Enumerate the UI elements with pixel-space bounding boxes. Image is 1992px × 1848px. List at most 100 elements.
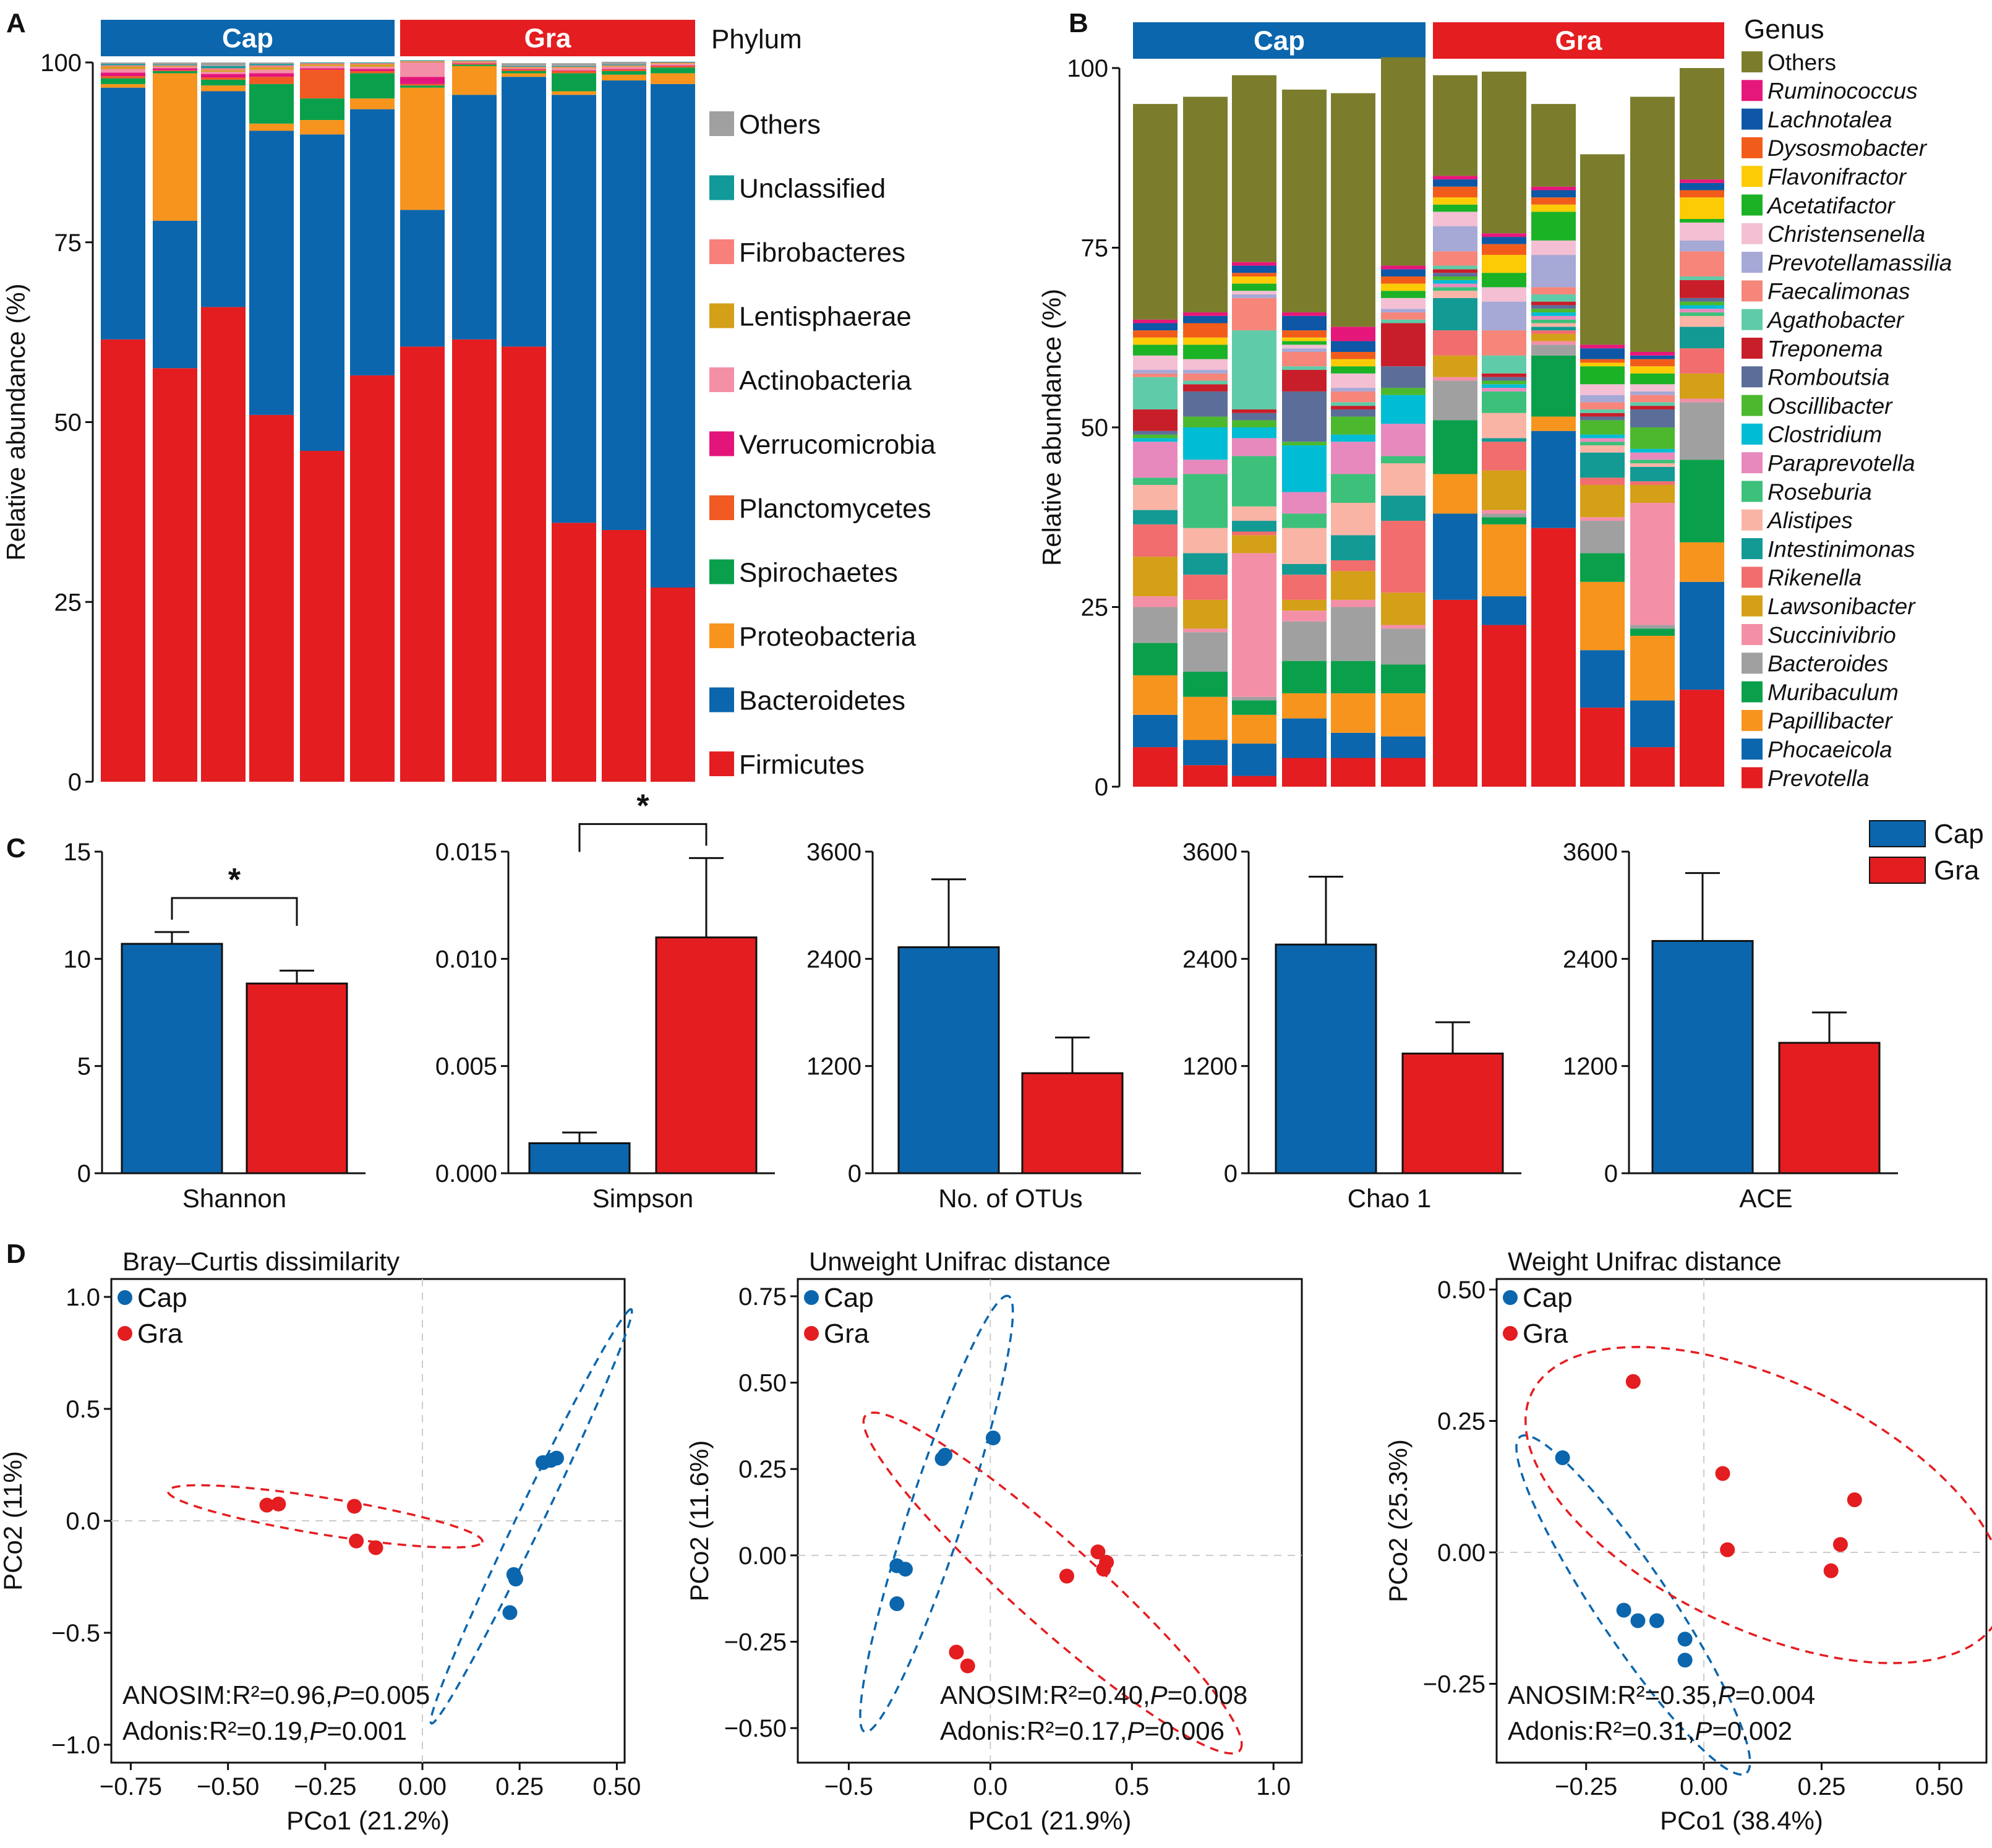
panel-b-bar-5-romboutsia xyxy=(1331,409,1375,417)
panel-a-bar-1-bacteroidetes xyxy=(101,87,145,340)
panel-a-legend-swatch-proteobacteria xyxy=(709,623,734,648)
panel-b-legend-label-lachnotalea: Lachnotalea xyxy=(1768,107,1892,132)
panel-b-bar-7-succinivibrio xyxy=(1433,377,1477,381)
panel-b-bar-5-flavonifractor xyxy=(1331,359,1375,367)
panel-d-3-point-cap-3 xyxy=(1630,1613,1646,1628)
panel-a-legend-swatch-bacteroidetes xyxy=(709,687,734,712)
panel-b-bar-7-clostridium xyxy=(1433,280,1477,284)
panel-b-bar-3-paraprevotella xyxy=(1232,438,1276,456)
panel-b-bar-3-oscillibacter xyxy=(1232,420,1276,427)
panel-b-bar-12-alistipes xyxy=(1680,315,1724,327)
panel-a-bar-2-unclassified xyxy=(153,64,197,66)
panel-b-bar-4-prevotella xyxy=(1282,758,1327,787)
panel-c-ace-y-tick-label-0: 0 xyxy=(1604,1160,1618,1187)
panel-b-legend-label-paraprevotella: Paraprevotella xyxy=(1768,451,1915,476)
panel-b-bar-12-oscillibacter xyxy=(1680,301,1724,306)
panel-b-bar-9-rikenella xyxy=(1531,330,1576,334)
panel-b-bar-4-dysosmobacter xyxy=(1282,330,1327,338)
panel-c-shannon-bar-cap xyxy=(121,943,223,1174)
panel-b-bar-2-acetatifactor xyxy=(1183,344,1228,359)
panel-a-bar-3-unclassified xyxy=(201,66,246,69)
panel-d-3-x-axis-title: PCo1 (38.4%) xyxy=(1660,1806,1823,1835)
panel-d-1-stats-line-1-p: P xyxy=(333,1680,350,1709)
panel-b-bar-8-papillibacter xyxy=(1482,524,1526,597)
panel-a-bar-11-lentisphaerae xyxy=(602,66,646,67)
panel-a-bar-6-unclassified xyxy=(350,62,395,64)
panel-b-bar-3-intestinimonas xyxy=(1232,521,1276,532)
panel-b-bar-1-rikenella xyxy=(1133,524,1178,557)
panel-b-bar-12-rikenella xyxy=(1680,348,1724,374)
panel-b-bar-6-dysosmobacter xyxy=(1381,276,1426,284)
panel-b-bar-4-intestinimonas xyxy=(1282,563,1327,575)
panel-b-bar-1-bacteroides xyxy=(1133,607,1178,643)
panel-a-legend-label-verrucomicrobia: Verrucomicrobia xyxy=(739,429,936,460)
panel-b-bar-4-agathobacter xyxy=(1282,366,1327,370)
panel-b-bar-10-ruminococcus xyxy=(1580,344,1625,349)
panel-b-bar-3-lawsonibacter xyxy=(1232,535,1276,554)
panel-b-bar-6-papillibacter xyxy=(1381,693,1426,737)
panel-b-legend-swatch-lawsonibacter xyxy=(1742,595,1763,617)
panel-b-legend-swatch-paraprevotella xyxy=(1742,452,1763,474)
panel-b-bar-10-acetatifactor xyxy=(1580,366,1625,385)
panel-b-bar-8-treponema xyxy=(1482,373,1526,377)
panel-d-3-y-tick-label-0-25: −0.25 xyxy=(1423,1671,1485,1698)
panel-d-2-point-cap-5 xyxy=(897,1562,913,1577)
panel-b-legend-swatch-others xyxy=(1742,51,1763,72)
panel-b-bar-11-lachnotalea xyxy=(1630,355,1675,359)
panel-b-legend-label-dysosmobacter: Dysosmobacter xyxy=(1768,135,1928,161)
panel-b-bar-2-lawsonibacter xyxy=(1183,599,1228,629)
panel-b-bar-8-lawsonibacter xyxy=(1482,470,1526,510)
panel-b-bar-9-christensenella xyxy=(1531,240,1576,255)
panel-a-bar-3-bacteroidetes xyxy=(201,91,246,307)
panel-a-bar-11-planctomycetes xyxy=(602,69,646,71)
panel-a-bar-4-planctomycetes xyxy=(249,77,294,84)
panel-b-bar-1-intestinimonas xyxy=(1133,510,1178,524)
panel-b-legend-label-christensenella: Christensenella xyxy=(1768,221,1925,247)
panel-a-legend-swatch-planctomycetes xyxy=(709,495,734,520)
panel-a-bar-8-verrucomicrobia xyxy=(452,63,497,64)
panel-b-bar-4-ruminococcus xyxy=(1282,312,1327,316)
panel-b-bar-1-lachnotalea xyxy=(1133,323,1178,331)
panel-letter-a: A xyxy=(6,8,26,38)
panel-c-ace-bar-gra xyxy=(1778,1042,1881,1174)
panel-b-bar-12-succinivibrio xyxy=(1680,398,1724,403)
panel-b-bar-8-faecalimonas xyxy=(1482,330,1526,356)
panel-b-bar-7-rikenella xyxy=(1433,330,1477,356)
panel-b-bar-9-succinivibrio xyxy=(1531,341,1576,345)
panel-a-y-axis-title: Relative abundance (%) xyxy=(1,283,30,560)
panel-c-simpson-significance-star: * xyxy=(636,788,649,824)
panel-b-bar-3-treponema xyxy=(1232,409,1276,413)
panel-b-bar-6-christensenella xyxy=(1381,297,1426,309)
panel-d-2-y-tick-label-0-25: −0.25 xyxy=(724,1629,787,1656)
panel-b-bar-12-lachnotalea xyxy=(1680,182,1724,190)
panel-b-bar-1-acetatifactor xyxy=(1133,344,1178,356)
panel-b-bar-8-paraprevotella xyxy=(1482,388,1526,391)
panel-d-2-point-cap-2 xyxy=(938,1447,953,1463)
panel-b-bar-7-acetatifactor xyxy=(1433,204,1477,212)
panel-b-bar-12-papillibacter xyxy=(1680,542,1724,582)
panel-b-bar-4-lachnotalea xyxy=(1282,315,1327,331)
panel-a-bar-1-unclassified xyxy=(101,64,145,66)
panel-b-bar-2-agathobacter xyxy=(1183,380,1228,385)
panel-b-bar-10-phocaeicola xyxy=(1580,650,1625,708)
panel-b-group-label-gra: Gra xyxy=(1555,26,1602,56)
panel-b-bar-8-clostridium xyxy=(1482,384,1526,388)
panel-b-bar-3-roseburia xyxy=(1232,456,1276,507)
panel-b-bar-1-agathobacter xyxy=(1133,377,1178,409)
panel-b-bar-5-papillibacter xyxy=(1331,693,1375,733)
panel-b-bar-11-prevotellamassilia xyxy=(1630,391,1675,395)
panel-d-1-y-tick-label-0-5: 0.5 xyxy=(66,1396,100,1423)
panel-c-no-of-otus-y-tick-label-2400: 2400 xyxy=(806,946,861,973)
panel-b-bar-5-clostridium xyxy=(1331,434,1375,442)
panel-d-3-point-cap-6 xyxy=(1677,1653,1693,1668)
panel-b-bar-7-treponema xyxy=(1433,269,1477,273)
panel-a-legend-label-others: Others xyxy=(739,109,821,140)
panel-b-bar-1-phocaeicola xyxy=(1133,714,1178,748)
panel-a-bar-12-bacteroidetes xyxy=(651,83,695,588)
panel-b-bar-4-rikenella xyxy=(1282,575,1327,600)
panel-d-3-point-cap-5 xyxy=(1677,1632,1693,1647)
panel-b-bar-4-muribaculum xyxy=(1282,661,1327,693)
panel-a-bar-6-bacteroidetes xyxy=(350,109,395,375)
panel-b-bar-5-paraprevotella xyxy=(1331,442,1375,474)
panel-b-bar-6-phocaeicola xyxy=(1381,736,1426,758)
